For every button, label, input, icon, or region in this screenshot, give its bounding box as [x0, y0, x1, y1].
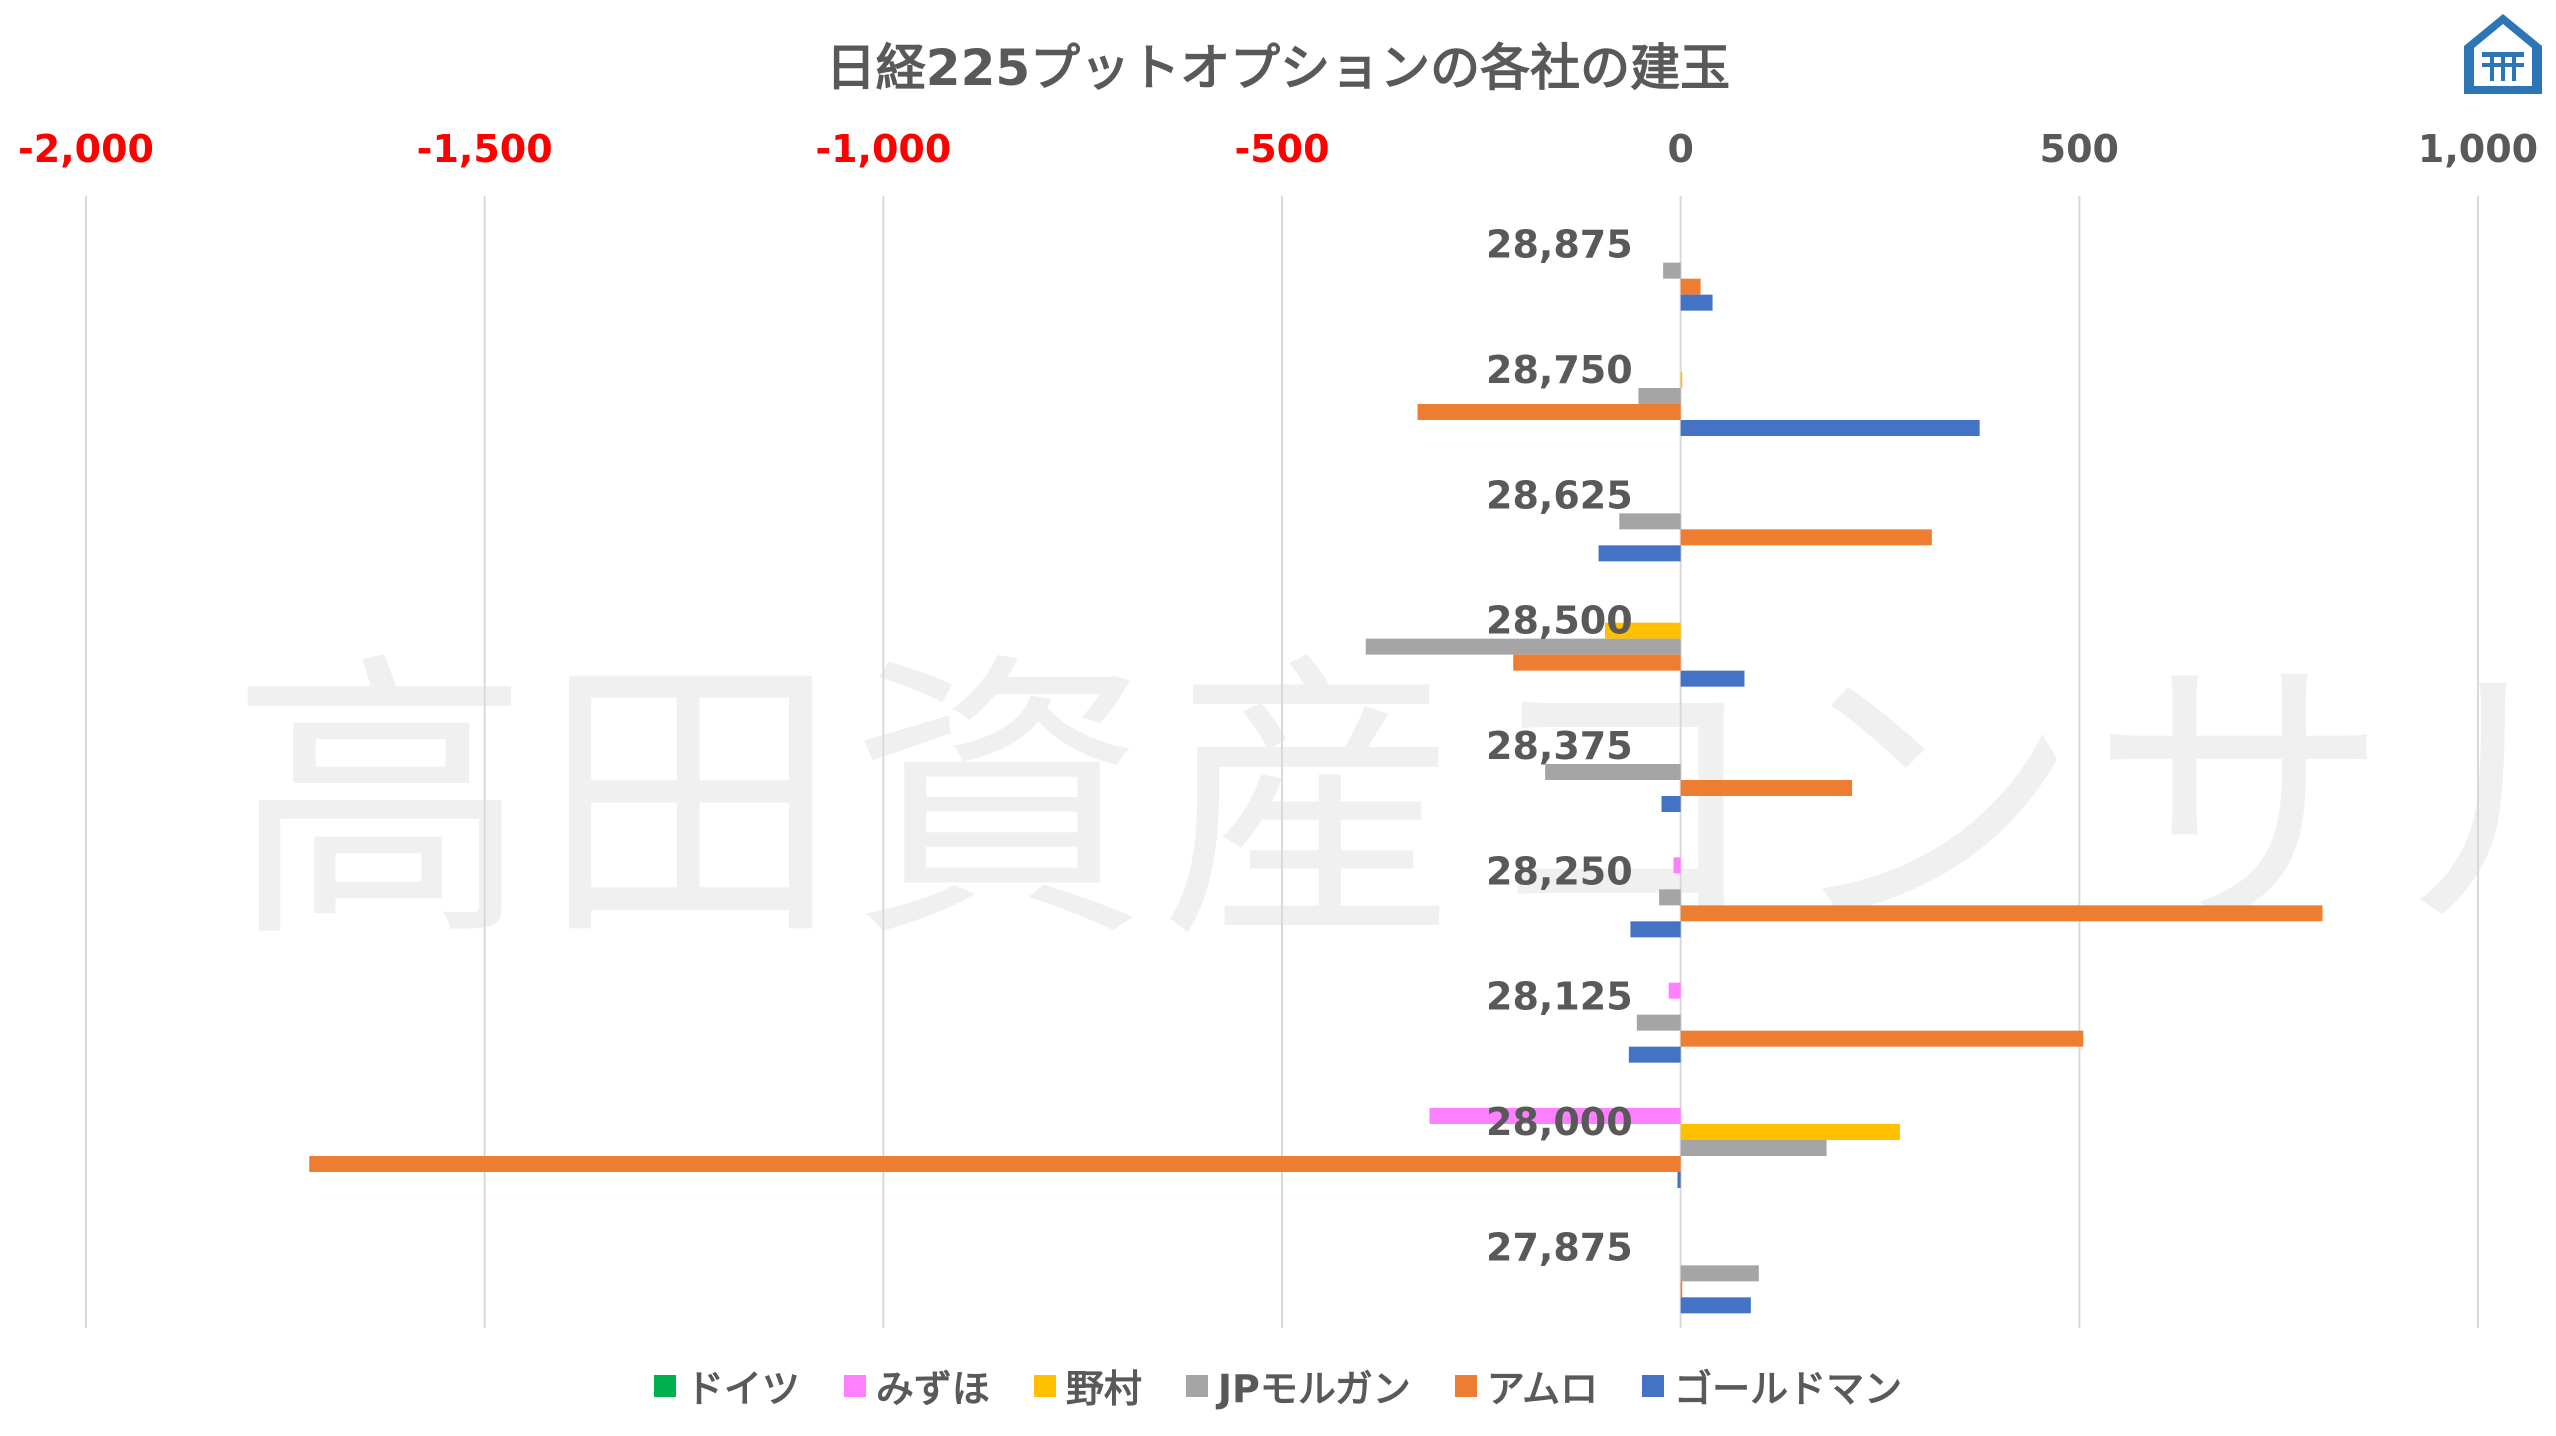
y-tick-label: 27,875: [1486, 1225, 1633, 1269]
bar-ゴールドマン: [1628, 1046, 1681, 1063]
legend-swatch: [653, 1374, 676, 1397]
legend-swatch: [1033, 1374, 1056, 1397]
bar-JPモルガン: [1680, 1265, 1759, 1282]
x-tick-label: 0: [1667, 127, 1693, 171]
bar-ゴールドマン: [1630, 921, 1681, 938]
x-tick-label: 1,000: [2418, 127, 2538, 171]
bar-アムロ: [1680, 1281, 1683, 1298]
company-logo-icon: [2464, 14, 2542, 94]
chart-title: 日経225プットオプションの各社の建玉: [825, 39, 1731, 97]
bar-ゴールドマン: [1598, 545, 1681, 562]
x-tick-label: -1,000: [815, 127, 951, 171]
bar-アムロ: [1680, 529, 1932, 546]
x-tick-label: 500: [2040, 127, 2119, 171]
bar-ゴールドマン: [1680, 420, 1980, 436]
x-tick-label: -1,500: [417, 127, 553, 171]
bar-みずほ: [1673, 857, 1681, 874]
bar-JPモルガン: [1545, 764, 1681, 780]
bar-ゴールドマン: [1680, 670, 1745, 687]
bar-JPモルガン: [1365, 638, 1681, 655]
bar-野村: [1680, 372, 1683, 388]
legend-item: 野村: [1033, 1358, 1142, 1413]
bar-アムロ: [1680, 905, 2323, 922]
y-tick-label: 28,000: [1486, 1100, 1633, 1144]
legend-swatch: [1454, 1374, 1477, 1397]
legend-label: ドイツ: [685, 1367, 800, 1411]
legend-label: 野村: [1065, 1367, 1142, 1411]
legend-label: JPモルガン: [1217, 1367, 1411, 1411]
y-tick-label: 28,625: [1486, 473, 1633, 517]
legend-item: みずほ: [843, 1358, 990, 1413]
bar-ゴールドマン: [1661, 796, 1681, 812]
bar-JPモルガン: [1619, 513, 1681, 530]
bar-JPモルガン: [1636, 1014, 1681, 1031]
bar-ゴールドマン: [1680, 1297, 1751, 1314]
bar-野村: [1604, 622, 1681, 639]
bar-JPモルガン: [1638, 388, 1681, 404]
bar-アムロ: [309, 1156, 1681, 1172]
y-tick-label: 28,500: [1486, 599, 1633, 643]
bar-JPモルガン: [1659, 889, 1681, 906]
legend-label: ゴールドマン: [1674, 1367, 1903, 1411]
y-tick-label: 28,250: [1486, 849, 1633, 893]
bar-アムロ: [1513, 654, 1681, 671]
bar-みずほ: [1668, 982, 1681, 999]
legend-item: アムロ: [1454, 1358, 1599, 1413]
bar-野村: [1680, 1124, 1900, 1140]
x-tick-label: -2,000: [18, 127, 154, 171]
y-tick-label: 28,875: [1486, 223, 1633, 267]
legend-item: JPモルガン: [1185, 1358, 1411, 1413]
bar-ゴールドマン: [1680, 294, 1713, 311]
bar-みずほ: [1429, 1108, 1681, 1124]
legend-swatch: [843, 1374, 866, 1397]
y-tick-label: 28,125: [1486, 975, 1633, 1019]
legend: ドイツ みずほ 野村 JPモルガン アムロ ゴールドマン: [0, 1358, 2556, 1413]
legend-swatch: [1642, 1374, 1665, 1397]
bar-アムロ: [1680, 1030, 2084, 1047]
bar-JPモルガン: [1680, 1140, 1827, 1156]
bar-アムロ: [1417, 404, 1681, 420]
legend-item: ゴールドマン: [1642, 1358, 1902, 1413]
plot-area: -2,000 -1,500 -1,000 -500 0 500 1,000 28,875 28,…: [18, 127, 2538, 1328]
bar-アムロ: [1680, 278, 1701, 295]
bar-ゴールドマン: [1677, 1172, 1681, 1188]
y-tick-label: 28,750: [1486, 348, 1633, 392]
legend-label: みずほ: [875, 1367, 990, 1411]
legend-item: ドイツ: [653, 1358, 800, 1413]
legend-swatch: [1185, 1374, 1208, 1397]
legend-label: アムロ: [1486, 1367, 1599, 1411]
y-tick-label: 28,375: [1486, 724, 1633, 768]
x-tick-label: -500: [1234, 127, 1329, 171]
bar-JPモルガン: [1663, 262, 1681, 279]
bar-アムロ: [1680, 780, 1853, 796]
